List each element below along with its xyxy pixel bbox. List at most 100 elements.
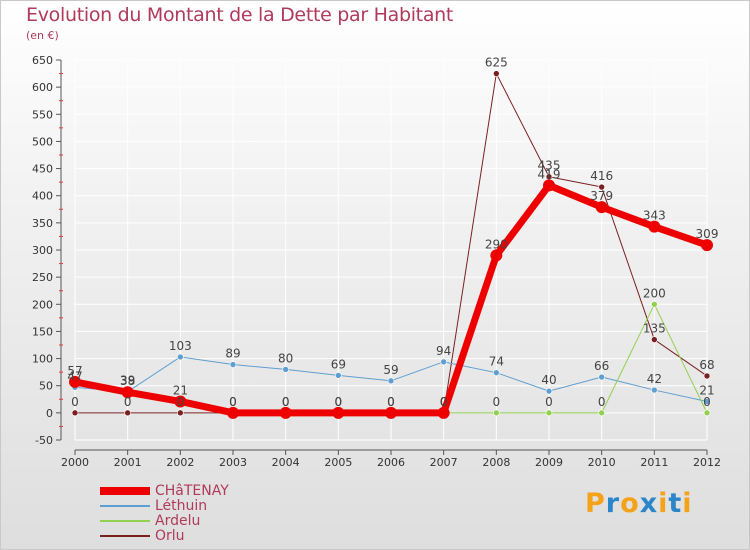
data-point [229, 361, 237, 368]
proxiti-logo: Proxiti [585, 488, 693, 519]
data-point [493, 409, 500, 417]
x-tick-label: 2008 [482, 456, 510, 469]
data-point [493, 369, 500, 376]
unit-label: (en €) [26, 29, 59, 42]
data-label: 57 [67, 364, 82, 378]
data-label: 21 [699, 383, 714, 397]
data-label: 0 [229, 395, 237, 409]
data-label: 0 [71, 395, 79, 409]
data-label: 0 [703, 395, 711, 409]
y-tick-label: 300 [32, 244, 53, 257]
y-tick-label: 100 [32, 353, 53, 366]
data-point [177, 409, 184, 417]
legend-swatch-lethuin [100, 505, 150, 507]
data-point [69, 375, 81, 388]
legend-item-chatenay: CHâTENAY [100, 484, 300, 499]
data-label: 0 [282, 395, 290, 409]
x-tick-label: 2012 [693, 456, 721, 469]
data-point [598, 409, 605, 417]
x-tick-label: 2006 [377, 456, 405, 469]
data-point [651, 386, 658, 394]
legend-item-ardelu: Ardelu [100, 514, 300, 529]
data-label: 39 [120, 374, 135, 388]
data-label: 38 [120, 374, 135, 388]
legend-swatch-orlu [100, 535, 150, 537]
data-label: 0 [387, 395, 395, 409]
data-point [651, 300, 658, 308]
data-point [545, 387, 553, 395]
data-label: 0 [493, 395, 501, 409]
data-point [703, 372, 711, 380]
legend-item-lethuin: Léthuin [100, 499, 300, 514]
x-tick-label: 2003 [219, 456, 247, 469]
data-label: 343 [643, 209, 666, 223]
logo-letter: i [682, 488, 693, 519]
y-tick-label: 350 [32, 217, 53, 230]
data-point [335, 372, 342, 379]
data-point [124, 409, 131, 417]
data-point [651, 336, 658, 343]
data-point [385, 406, 397, 419]
data-label: 66 [594, 359, 609, 373]
data-label: 0 [440, 395, 448, 409]
data-label: 89 [225, 347, 240, 361]
data-label: 435 [538, 159, 561, 173]
legend-swatch-ardelu [100, 520, 150, 522]
y-tick-label: 600 [32, 81, 53, 94]
y-tick-label: 400 [32, 190, 53, 203]
legend: CHâTENAY Léthuin Ardelu Orlu [100, 484, 300, 544]
data-point [701, 239, 713, 252]
data-label: 309 [696, 227, 719, 241]
logo-letter: t [668, 488, 683, 519]
data-point [490, 249, 503, 262]
data-point [437, 406, 450, 419]
data-label: 0 [124, 395, 132, 409]
legend-item-orlu: Orlu [100, 529, 300, 544]
logo-letter: x [639, 488, 659, 519]
legend-label-ardelu: Ardelu [155, 513, 201, 529]
y-tick-label: 150 [32, 325, 53, 338]
data-point [121, 386, 134, 399]
data-label: 0 [598, 395, 606, 409]
data-point [703, 398, 711, 405]
data-label: 625 [485, 56, 508, 70]
data-label: 0 [335, 395, 343, 409]
y-tick-label: 500 [32, 135, 53, 148]
data-label: 0 [440, 395, 448, 409]
x-tick-label: 2001 [114, 456, 142, 469]
x-tick-label: 2007 [430, 456, 458, 469]
data-label: 42 [647, 372, 662, 386]
data-label: 94 [436, 344, 451, 358]
y-tick-label: 650 [32, 54, 53, 67]
logo-letter: o [620, 488, 640, 519]
data-label: 0 [177, 395, 185, 409]
data-point [648, 220, 661, 233]
data-point [598, 373, 605, 381]
data-point [177, 353, 184, 361]
data-label: 0 [545, 395, 553, 409]
data-point [440, 358, 447, 366]
y-tick-label: 50 [39, 380, 53, 393]
data-point [543, 179, 555, 192]
data-point [387, 377, 395, 385]
data-label: 0 [282, 395, 290, 409]
data-label: 135 [643, 322, 666, 336]
y-tick-label: 200 [32, 298, 53, 311]
data-label: 40 [541, 373, 556, 387]
x-tick-label: 2005 [324, 456, 352, 469]
legend-label-chatenay: CHâTENAY [155, 483, 229, 499]
logo-letter: P [585, 488, 606, 519]
data-point [174, 395, 187, 408]
x-tick-label: 2010 [588, 456, 616, 469]
data-label: 69 [331, 357, 346, 371]
y-tick-label: 0 [46, 407, 53, 420]
data-point [282, 366, 289, 373]
chart-title: Evolution du Montant de la Dette par Hab… [26, 4, 454, 26]
data-point [598, 183, 605, 191]
data-label: 0 [229, 395, 237, 409]
x-tick-label: 2000 [61, 456, 89, 469]
data-point [227, 406, 239, 419]
data-label: 0 [335, 395, 343, 409]
